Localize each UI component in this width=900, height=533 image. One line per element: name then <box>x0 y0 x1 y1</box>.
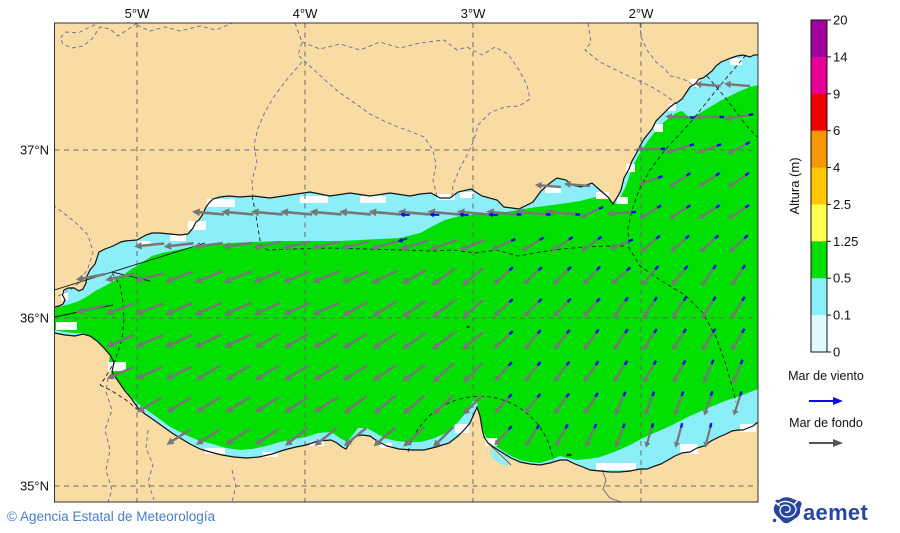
svg-text:Mar de fondo: Mar de fondo <box>789 416 863 430</box>
svg-text:© Agencia Estatal de Meteorolo: © Agencia Estatal de Meteorología <box>7 509 216 524</box>
svg-text:14: 14 <box>833 49 847 64</box>
svg-text:4°W: 4°W <box>293 6 318 21</box>
svg-text:35°N: 35°N <box>20 479 49 494</box>
svg-text:4: 4 <box>833 160 840 175</box>
svg-text:2°W: 2°W <box>629 6 654 21</box>
svg-text:37°N: 37°N <box>20 143 49 158</box>
svg-text:0.5: 0.5 <box>833 271 851 286</box>
svg-text:9: 9 <box>833 86 840 101</box>
svg-text:0: 0 <box>833 345 840 360</box>
svg-text:1.25: 1.25 <box>833 234 858 249</box>
svg-text:Mar de viento: Mar de viento <box>788 369 864 383</box>
svg-text:Altura (m): Altura (m) <box>787 157 802 214</box>
svg-text:2.5: 2.5 <box>833 197 851 212</box>
svg-text:36°N: 36°N <box>20 311 49 326</box>
svg-text:aemet: aemet <box>803 500 868 525</box>
svg-text:3°W: 3°W <box>461 6 486 21</box>
svg-text:6: 6 <box>833 123 840 138</box>
svg-text:5°W: 5°W <box>125 6 150 21</box>
svg-text:0.1: 0.1 <box>833 308 851 323</box>
svg-text:20: 20 <box>833 13 847 28</box>
